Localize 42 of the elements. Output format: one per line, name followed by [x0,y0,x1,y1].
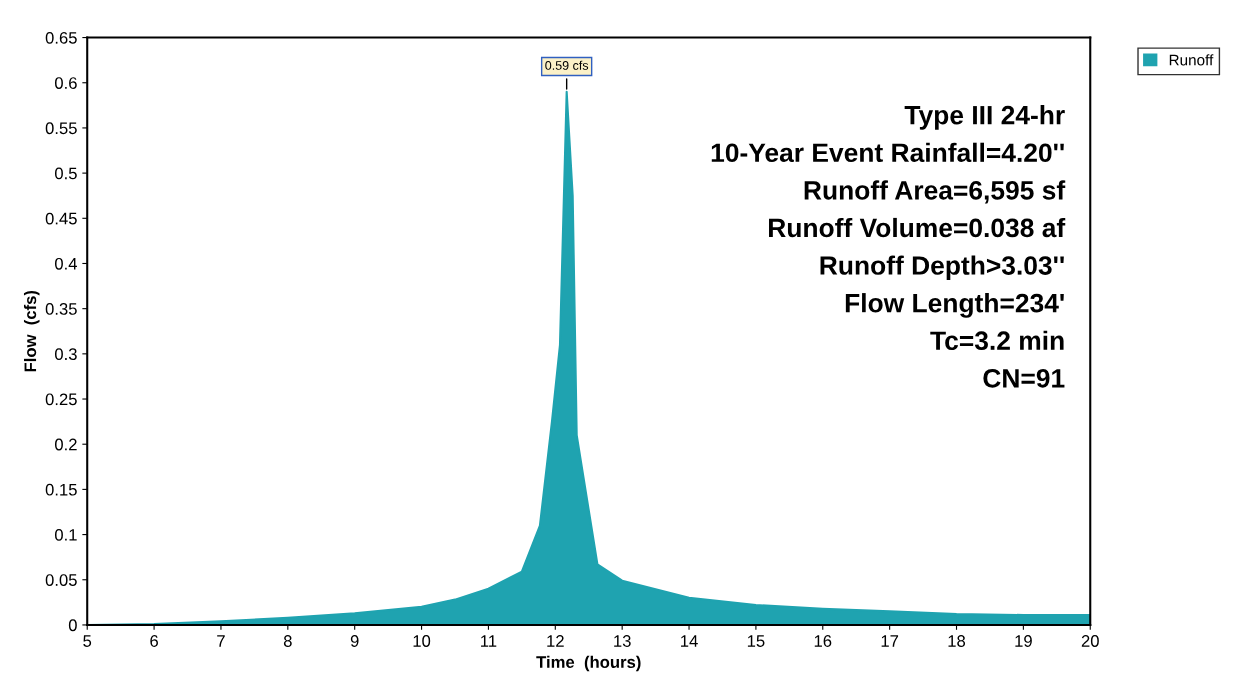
y-tick-label: 0.1 [54,528,77,541]
annotation: Runoff Area=6,595 sf [804,180,1066,204]
y-axis-title: Flow (cfs) [23,290,40,372]
x-tick-label: 10 [413,635,431,647]
annotation: 0.59 cfs [545,60,589,70]
x-tick-label: 17 [881,635,899,647]
y-tick-label: 0.15 [45,483,77,496]
x-tick-label: 16 [814,635,832,647]
y-tick-label: 0.4 [54,257,78,270]
x-tick-label: 7 [217,635,225,647]
x-tick-label: 15 [747,635,765,647]
y-tick-label: 0.5 [54,167,77,180]
y-tick-label: 0.6 [54,77,77,89]
x-tick-label: 8 [283,635,292,647]
x-tick-label: 5 [83,635,92,647]
x-tick-label: 19 [1015,635,1032,647]
annotation: 10-Year Event Rainfall=4.20'' [711,142,1064,163]
legend-label: Runoff [1169,54,1214,66]
annotation: Runoff Depth>3.03'' [820,255,1064,281]
y-tick-label: 0.45 [45,212,77,225]
x-tick-label: 11 [481,635,497,647]
y-tick-label: 0.65 [45,31,77,44]
annotation: Flow Length=234' [845,293,1064,318]
y-tick-label: 0.35 [45,303,77,315]
annotation: Type III 24-hr [904,105,1065,130]
y-tick-label: 0 [68,619,77,632]
y-tick-label: 0.55 [45,122,77,135]
y-tick-label: 0.05 [45,574,77,586]
annotation: Tc=3.2 min [930,330,1064,351]
x-tick-label: 18 [948,635,966,647]
y-tick-label: 0.25 [45,393,77,406]
x-axis-title: Time (hours) [536,655,641,672]
annotation: Runoff Volume=0.038 af [769,217,1066,238]
y-tick-label: 0.2 [54,438,77,451]
x-tick-label: 9 [350,635,359,647]
x-tick-label: 6 [150,635,158,647]
annotation: CN=91 [983,368,1065,388]
y-tick-label: 0.3 [54,348,77,361]
x-tick-label: 12 [547,635,564,647]
x-tick-label: 14 [681,635,698,647]
x-tick-label: 13 [614,635,631,647]
x-tick-label: 20 [1081,635,1099,647]
